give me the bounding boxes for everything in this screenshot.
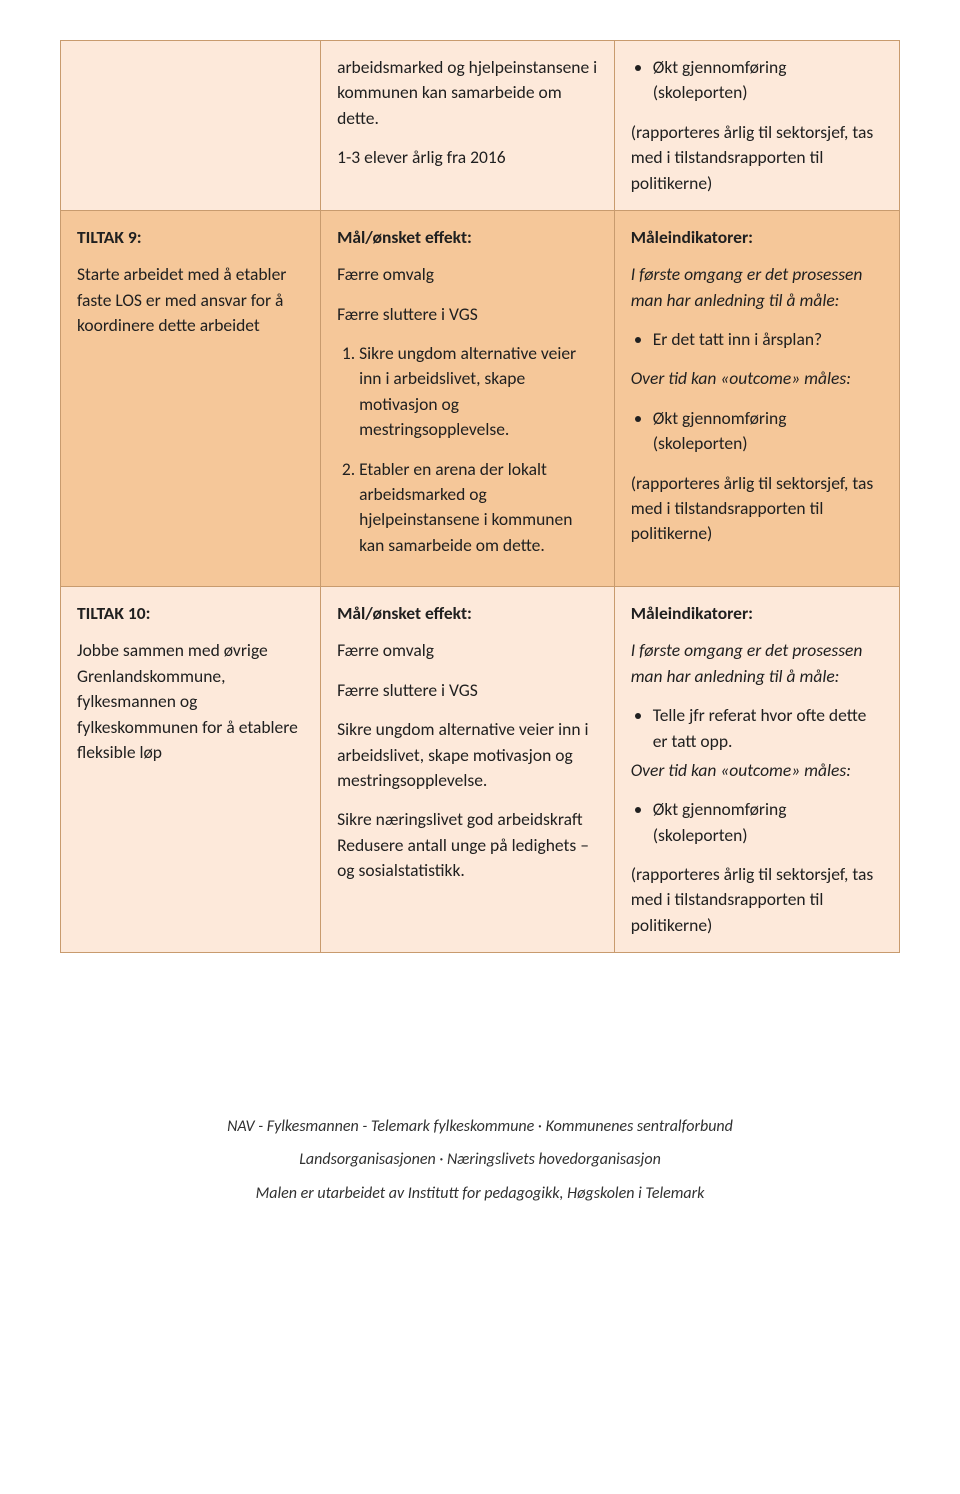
- tiltak-title: TILTAK 10:: [77, 601, 304, 626]
- numbered-item: Etabler en arena der lokalt arbeidsmarke…: [359, 457, 598, 559]
- indicator-title: Måleindikatorer:: [631, 225, 883, 250]
- footer-text: Kommunenes sentralforbund: [546, 1117, 733, 1136]
- table-row: TILTAK 10: Jobbe sammen med øvrige Grenl…: [61, 587, 900, 953]
- body-text: (rapporteres årlig til sektorsjef, tas m…: [631, 471, 883, 547]
- body-text: 1-3 elever årlig fra 2016: [337, 145, 598, 170]
- footer-line-3: Malen er utarbeidet av Institutt for ped…: [60, 1180, 900, 1207]
- body-text-italic: Over tid kan «outcome» måles:: [631, 758, 883, 783]
- body-text: Færre sluttere i VGS: [337, 302, 598, 327]
- page-footer: NAV - Fylkesmannen - Telemark fylkeskomm…: [60, 1113, 900, 1207]
- separator-icon: [534, 1117, 545, 1136]
- body-text: Sikre næringslivet god arbeidskraft: [337, 807, 598, 832]
- cell-tiltak9-col3: Måleindikatorer: I første omgang er det …: [614, 210, 899, 586]
- cell-row0-col1: [61, 41, 321, 211]
- tiltak-title: TILTAK 9:: [77, 225, 304, 250]
- table-row: arbeidsmarked og hjelpeinstansene i komm…: [61, 41, 900, 211]
- body-text: Færre omvalg: [337, 262, 598, 287]
- body-text-italic: I første omgang er det prosessen man har…: [631, 638, 883, 689]
- footer-text: Malen er utarbeidet av Institutt for ped…: [256, 1184, 705, 1203]
- numbered-item: Sikre ungdom alternative veier inn i arb…: [359, 341, 598, 443]
- body-text: Færre omvalg: [337, 638, 598, 663]
- cell-tiltak10-col3: Måleindikatorer: I første omgang er det …: [614, 587, 899, 953]
- bullet-item: Økt gjennomføring (skoleporten): [653, 797, 883, 848]
- footer-text: Landsorganisasjonen: [299, 1150, 436, 1169]
- effect-title: Mål/ønsket effekt:: [337, 601, 598, 626]
- body-text: arbeidsmarked og hjelpeinstansene i komm…: [337, 55, 598, 131]
- cell-tiltak10-col1: TILTAK 10: Jobbe sammen med øvrige Grenl…: [61, 587, 321, 953]
- body-text-italic: Over tid kan «outcome» måles:: [631, 366, 883, 391]
- body-text: Redusere antall unge på ledighets –og so…: [337, 833, 598, 884]
- document-page: arbeidsmarked og hjelpeinstansene i komm…: [0, 0, 960, 1237]
- body-text-italic: I første omgang er det prosessen man har…: [631, 262, 883, 313]
- body-text: (rapporteres årlig til sektorsjef, tas m…: [631, 120, 883, 196]
- footer-line-2: Landsorganisasjonen Næringslivets hovedor…: [60, 1146, 900, 1173]
- body-text: (rapporteres årlig til sektorsjef, tas m…: [631, 862, 883, 938]
- footer-line-1: NAV - Fylkesmannen - Telemark fylkeskomm…: [60, 1113, 900, 1140]
- footer-text: Næringslivets hovedorganisasjon: [447, 1150, 661, 1169]
- effect-title: Mål/ønsket effekt:: [337, 225, 598, 250]
- body-text: Sikre ungdom alternative veier inn i arb…: [337, 717, 598, 793]
- body-text: Færre sluttere i VGS: [337, 678, 598, 703]
- cell-tiltak10-col2: Mål/ønsket effekt: Færre omvalg Færre sl…: [321, 587, 615, 953]
- cell-tiltak9-col1: TILTAK 9: Starte arbeidet med å etabler …: [61, 210, 321, 586]
- tiltak-table: arbeidsmarked og hjelpeinstansene i komm…: [60, 40, 900, 953]
- bullet-item: Er det tatt inn i årsplan?: [653, 327, 883, 352]
- cell-tiltak9-col2: Mål/ønsket effekt: Færre omvalg Færre sl…: [321, 210, 615, 586]
- body-text: Jobbe sammen med øvrige Grenlandskommune…: [77, 638, 304, 765]
- cell-row0-col2: arbeidsmarked og hjelpeinstansene i komm…: [321, 41, 615, 211]
- bullet-item: Telle jfr referat hvor ofte dette er tat…: [653, 703, 883, 754]
- bullet-item: Økt gjennomføring (skoleporten): [653, 55, 883, 106]
- footer-text: NAV - Fylkesmannen - Telemark fylkeskomm…: [227, 1117, 534, 1136]
- body-text: Starte arbeidet med å etabler faste LOS …: [77, 262, 304, 338]
- bullet-item: Økt gjennomføring (skoleporten): [653, 406, 883, 457]
- cell-row0-col3: Økt gjennomføring (skoleporten) (rapport…: [614, 41, 899, 211]
- table-row: TILTAK 9: Starte arbeidet med å etabler …: [61, 210, 900, 586]
- separator-icon: [436, 1150, 447, 1169]
- indicator-title: Måleindikatorer:: [631, 601, 883, 626]
